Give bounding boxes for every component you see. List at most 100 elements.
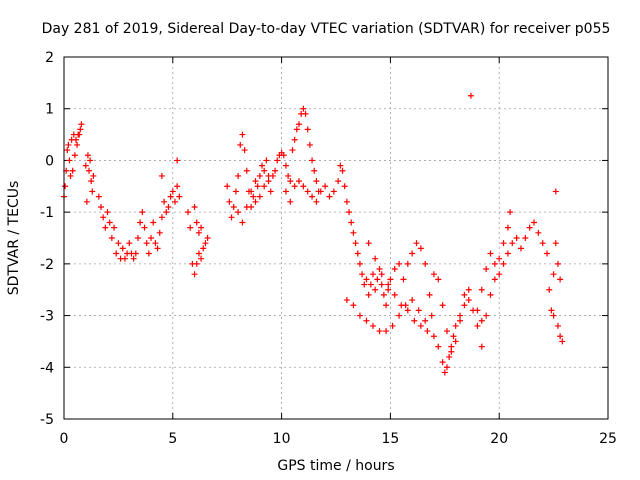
data-point <box>84 152 91 159</box>
data-point <box>71 152 78 159</box>
data-point <box>163 209 170 216</box>
data-point <box>535 229 542 236</box>
data-point <box>452 338 459 345</box>
data-point <box>400 276 407 283</box>
data-point <box>241 147 248 154</box>
y-tick-label: 2 <box>45 50 54 66</box>
data-point <box>102 224 109 231</box>
data-point <box>554 260 561 267</box>
data-point <box>202 240 209 247</box>
data-point <box>76 131 83 138</box>
data-point <box>365 240 372 247</box>
data-point <box>232 188 239 195</box>
data-point <box>457 312 464 319</box>
data-point <box>150 219 157 226</box>
data-point <box>313 198 320 205</box>
data-point <box>287 178 294 185</box>
data-point <box>265 178 272 185</box>
data-point <box>252 178 259 185</box>
data-point <box>64 147 71 154</box>
data-point <box>141 224 148 231</box>
data-point <box>461 302 468 309</box>
data-point <box>154 245 161 252</box>
data-point <box>507 209 514 216</box>
data-point <box>296 121 303 128</box>
data-point <box>465 286 472 293</box>
data-point <box>100 214 107 221</box>
data-point <box>491 260 498 267</box>
data-point <box>337 162 344 169</box>
data-point <box>348 219 355 226</box>
data-point <box>230 203 237 210</box>
data-point <box>282 188 289 195</box>
data-point <box>291 136 298 143</box>
data-point <box>88 178 95 185</box>
data-point <box>356 260 363 267</box>
y-tick-label: -3 <box>40 309 54 325</box>
data-point <box>272 167 279 174</box>
y-tick-label: -4 <box>40 360 54 376</box>
data-point <box>119 245 126 252</box>
data-point <box>195 229 202 236</box>
data-point <box>398 302 405 309</box>
grid-lines <box>64 57 608 419</box>
data-point <box>387 276 394 283</box>
data-point <box>448 348 455 355</box>
data-point <box>422 260 429 267</box>
data-point <box>139 209 146 216</box>
data-point <box>193 219 200 226</box>
data-point <box>111 224 118 231</box>
data-point <box>487 250 494 257</box>
data-point <box>546 286 553 293</box>
data-point <box>478 317 485 324</box>
data-point <box>417 245 424 252</box>
data-point <box>224 183 231 190</box>
data-point <box>274 157 281 164</box>
data-points <box>61 92 566 376</box>
data-point <box>461 291 468 298</box>
data-point <box>354 250 361 257</box>
data-point <box>126 240 133 247</box>
data-point <box>367 281 374 288</box>
data-point <box>243 203 250 210</box>
data-point <box>450 333 457 340</box>
data-point <box>378 281 385 288</box>
data-point <box>304 126 311 133</box>
data-point <box>86 167 93 174</box>
data-point <box>89 188 96 195</box>
data-point <box>380 291 387 298</box>
data-point <box>90 172 97 179</box>
data-point <box>474 307 481 314</box>
data-point <box>465 297 472 304</box>
data-point <box>83 198 90 205</box>
data-point <box>62 183 69 190</box>
data-point <box>148 235 155 241</box>
data-point <box>302 110 309 117</box>
data-point <box>267 188 274 195</box>
data-point <box>557 276 564 283</box>
data-point <box>250 193 257 200</box>
data-point <box>265 172 272 179</box>
data-point <box>343 297 350 304</box>
data-point <box>452 322 459 329</box>
data-point <box>352 240 359 247</box>
data-point <box>404 307 411 314</box>
data-point <box>309 157 316 164</box>
data-point <box>198 224 205 231</box>
data-point <box>439 302 446 309</box>
data-point <box>422 317 429 324</box>
data-point <box>115 240 122 247</box>
data-point <box>396 260 403 267</box>
data-point <box>293 126 300 133</box>
data-point <box>504 250 511 257</box>
data-point <box>359 271 366 278</box>
data-point <box>69 167 76 174</box>
data-point <box>415 307 422 314</box>
data-point <box>448 343 455 350</box>
data-point <box>113 250 120 257</box>
data-point <box>411 317 418 324</box>
data-point <box>97 203 104 210</box>
data-point <box>158 214 165 221</box>
data-point <box>165 203 172 210</box>
data-point <box>548 307 555 314</box>
